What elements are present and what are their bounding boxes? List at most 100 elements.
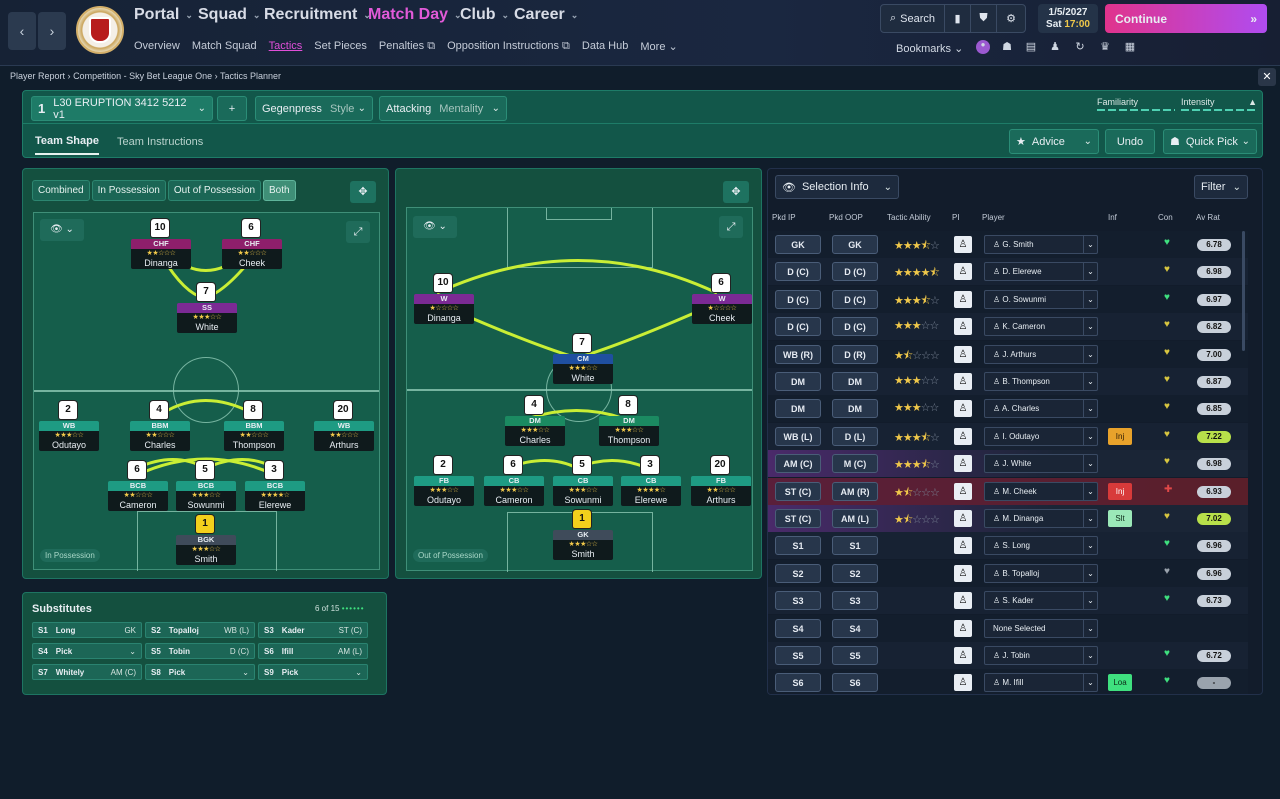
picked-oop-position[interactable]: AM (L) xyxy=(832,509,878,528)
picked-ip-position[interactable]: AM (C) xyxy=(775,454,821,474)
substitute-slot[interactable]: S5 Tobin D (C) xyxy=(145,643,255,659)
player-instructions-icon[interactable]: ♙ xyxy=(954,482,972,500)
player-instructions-icon[interactable]: ♙ xyxy=(954,619,972,637)
picked-ip-position[interactable]: S5 xyxy=(775,646,821,665)
player-card[interactable]: 3 CB ★★★★☆ Elerewe xyxy=(621,456,681,506)
col-con[interactable]: Con xyxy=(1158,213,1173,222)
picked-oop-position[interactable]: M (C) xyxy=(832,454,878,474)
player-card[interactable]: 5 CB ★★★☆☆ Sowunmi xyxy=(553,456,613,506)
selection-info-dropdown[interactable]: 👁 Selection Info ⌄ xyxy=(775,175,899,199)
toggle-both[interactable]: Both xyxy=(263,180,296,201)
tactic-selector[interactable]: 1 L30 ERUPTION 3412 5212 v1 ⌄ xyxy=(31,96,213,121)
picked-oop-position[interactable]: S5 xyxy=(832,646,878,665)
move-icon[interactable]: ✥ xyxy=(723,181,749,203)
refresh-icon[interactable]: ↻ xyxy=(1075,41,1085,53)
subnav-overview[interactable]: Overview xyxy=(134,40,180,52)
player-instructions-icon[interactable]: ♙ xyxy=(954,400,972,418)
filter-dropdown[interactable]: Filter ⌄ xyxy=(1194,175,1248,199)
player-card[interactable]: 6 W ★☆☆☆☆ Cheek xyxy=(692,274,752,324)
picked-ip-position[interactable]: D (C) xyxy=(775,262,821,282)
player-select[interactable]: ♙ D. Elerewe ⌄ xyxy=(984,262,1098,282)
back-arrow-icon[interactable]: ‹ xyxy=(8,12,36,50)
picked-oop-position[interactable]: S3 xyxy=(832,591,878,611)
player-select[interactable]: ♙ J. Arthurs ⌄ xyxy=(984,344,1098,364)
player-card[interactable]: 8 BBM ★★☆☆☆ Thompson xyxy=(224,401,284,451)
picked-oop-position[interactable]: DM xyxy=(832,372,878,391)
bookmarks-dropdown[interactable]: Bookmarks ⌄ xyxy=(896,42,963,55)
continue-button[interactable]: Continue » xyxy=(1105,4,1267,33)
player-card[interactable]: 3 BCB ★★★★☆ Elerewe xyxy=(245,461,305,511)
player-instructions-icon[interactable]: ♙ xyxy=(954,263,972,281)
player-select[interactable]: ♙ B. Thompson ⌄ xyxy=(984,372,1098,391)
intensity-meter[interactable]: Intensity ▲ xyxy=(1181,97,1257,111)
player-select[interactable]: ♙ M. Cheek ⌄ xyxy=(984,481,1098,501)
player-card[interactable]: 7 CM ★★★☆☆ White xyxy=(553,334,613,384)
expand-icon[interactable]: ⤢ xyxy=(346,221,370,243)
player-instructions-icon[interactable]: ♙ xyxy=(954,345,972,363)
picked-ip-position[interactable]: S1 xyxy=(775,536,821,556)
game-date[interactable]: 1/5/2027 Sat 17:00 xyxy=(1038,4,1098,33)
subnav-tactics[interactable]: Tactics xyxy=(268,40,303,52)
picked-oop-position[interactable]: D (R) xyxy=(832,344,878,364)
player-card[interactable]: 10 W ★☆☆☆☆ Dinanga xyxy=(414,274,474,324)
substitute-slot[interactable]: S1 Long GK xyxy=(32,622,142,638)
substitute-slot[interactable]: S8 Pick ⌄ xyxy=(145,664,255,680)
player-instructions-icon[interactable]: ♙ xyxy=(954,510,972,527)
breadcrumb-item[interactable]: Competition - Sky Bet League One xyxy=(73,71,213,81)
picked-oop-position[interactable]: S2 xyxy=(832,563,878,583)
calendar-icon[interactable]: ▦ xyxy=(1124,41,1136,53)
player-select[interactable]: None Selected ⌄ xyxy=(984,618,1098,638)
player-select[interactable]: ♙ K. Cameron ⌄ xyxy=(984,317,1098,337)
col-player[interactable]: Player xyxy=(982,213,1005,222)
picked-ip-position[interactable]: GK xyxy=(775,235,821,254)
style-dropdown[interactable]: Gegenpress Style ⌄ xyxy=(255,96,373,121)
subnav-opposition-instructions[interactable]: Opposition Instructions ⧉ xyxy=(447,40,570,53)
player-instructions-icon[interactable]: ♙ xyxy=(954,318,972,336)
tab-team-instructions[interactable]: Team Instructions xyxy=(117,136,204,148)
substitute-slot[interactable]: S7 Whitely AM (C) xyxy=(32,664,142,680)
shield-icon[interactable]: ⛊ xyxy=(971,5,997,32)
player-select[interactable]: ♙ J. White ⌄ xyxy=(984,454,1098,474)
player-card[interactable]: 7 SS ★★★☆☆ White xyxy=(177,283,237,333)
player-card[interactable]: 4 BBM ★★☆☆☆ Charles xyxy=(130,401,190,451)
picked-ip-position[interactable]: S2 xyxy=(775,563,821,583)
picked-oop-position[interactable]: S4 xyxy=(832,618,878,638)
substitute-slot[interactable]: S3 Kader ST (C) xyxy=(258,622,368,638)
add-tactic-button[interactable]: + xyxy=(217,96,247,121)
player-card[interactable]: 1 BGK ★★★☆☆ Smith xyxy=(176,515,236,565)
picked-ip-position[interactable]: ST (C) xyxy=(775,509,821,528)
picked-ip-position[interactable]: WB (L) xyxy=(775,426,821,446)
substitute-slot[interactable]: S9 Pick ⌄ xyxy=(258,664,368,680)
player-card[interactable]: 4 DM ★★★☆☆ Charles xyxy=(505,396,565,446)
player-select[interactable]: ♙ G. Smith ⌄ xyxy=(984,235,1098,254)
player-card[interactable]: 5 BCB ★★★☆☆ Sowunmi xyxy=(176,461,236,511)
picked-oop-position[interactable]: D (C) xyxy=(832,289,878,309)
subnav-set-pieces[interactable]: Set Pieces xyxy=(314,40,367,52)
breadcrumb-item[interactable]: Player Report xyxy=(10,71,66,81)
player-card[interactable]: 6 CHF ★★☆☆☆ Cheek xyxy=(222,219,282,269)
col-inf[interactable]: Inf xyxy=(1108,213,1117,222)
advice-button[interactable]: ★ Advice ⌄ xyxy=(1009,129,1099,154)
player-select[interactable]: ♙ S. Kader ⌄ xyxy=(984,591,1098,611)
picked-ip-position[interactable]: S4 xyxy=(775,618,821,638)
player-select[interactable]: ♙ A. Charles ⌄ xyxy=(984,399,1098,419)
close-icon[interactable]: ✕ xyxy=(1258,68,1276,86)
player-select[interactable]: ♙ J. Tobin ⌄ xyxy=(984,646,1098,665)
subnav-data-hub[interactable]: Data Hub xyxy=(581,40,629,52)
picked-oop-position[interactable]: S1 xyxy=(832,536,878,556)
scrollbar[interactable] xyxy=(1242,231,1245,351)
nav-club[interactable]: Club ⌄ xyxy=(460,6,509,24)
picked-ip-position[interactable]: DM xyxy=(775,399,821,419)
substitute-slot[interactable]: S2 Topalloj WB (L) xyxy=(145,622,255,638)
player-instructions-icon[interactable]: ♙ xyxy=(954,564,972,582)
team-icon[interactable]: ♟ xyxy=(1050,41,1060,53)
familiarity-meter[interactable]: Familiarity xyxy=(1097,97,1175,111)
picked-ip-position[interactable]: ST (C) xyxy=(775,481,821,501)
subnav-more[interactable]: More ⌄ xyxy=(640,40,677,53)
player-select[interactable]: ♙ B. Topalloj ⌄ xyxy=(984,563,1098,583)
player-card[interactable]: 10 CHF ★★☆☆☆ Dinanga xyxy=(131,219,191,269)
player-card[interactable]: 6 CB ★★★☆☆ Cameron xyxy=(484,456,544,506)
col-pkd-ip[interactable]: Pkd IP xyxy=(772,213,796,222)
player-instructions-icon[interactable]: ♙ xyxy=(954,592,972,610)
nav-recruitment[interactable]: Recruitment ⌄ xyxy=(264,6,371,24)
